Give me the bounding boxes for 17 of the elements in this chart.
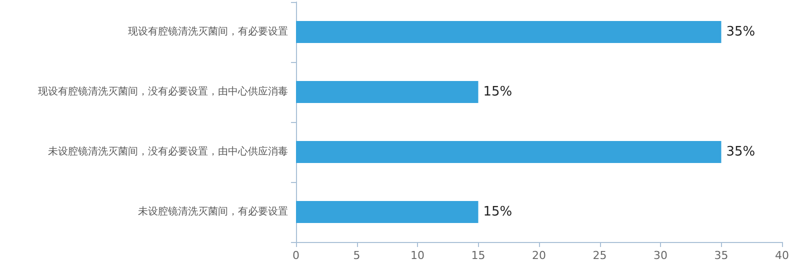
- x-tick-label: 15: [471, 249, 486, 262]
- x-tick-label: 5: [353, 249, 360, 262]
- data-label: 15%: [483, 204, 512, 220]
- data-label: 35%: [726, 144, 756, 160]
- y-tick-label: 未设腔镜清洗灭菌间，没有必要设置，由中心供应消毒: [48, 146, 288, 158]
- y-tick-label: 现设有腔镜清洗灭菌间，没有必要设置，由中心供应消毒: [38, 86, 288, 98]
- x-tick-label: 0: [292, 249, 300, 262]
- x-tick-label: 25: [592, 249, 607, 262]
- y-tick-label: 现设有腔镜清洗灭菌间，有必要设置: [128, 26, 288, 38]
- x-tick-label: 20: [532, 249, 546, 262]
- x-tick-label: 40: [775, 249, 789, 262]
- data-label: 35%: [726, 24, 756, 40]
- x-tick-label: 35: [714, 249, 728, 262]
- y-tick-label: 未设腔镜清洗灭菌间，有必要设置: [138, 206, 288, 218]
- x-tick-label: 10: [410, 249, 424, 262]
- data-label: 15%: [483, 84, 512, 100]
- x-tick-label: 30: [654, 249, 668, 262]
